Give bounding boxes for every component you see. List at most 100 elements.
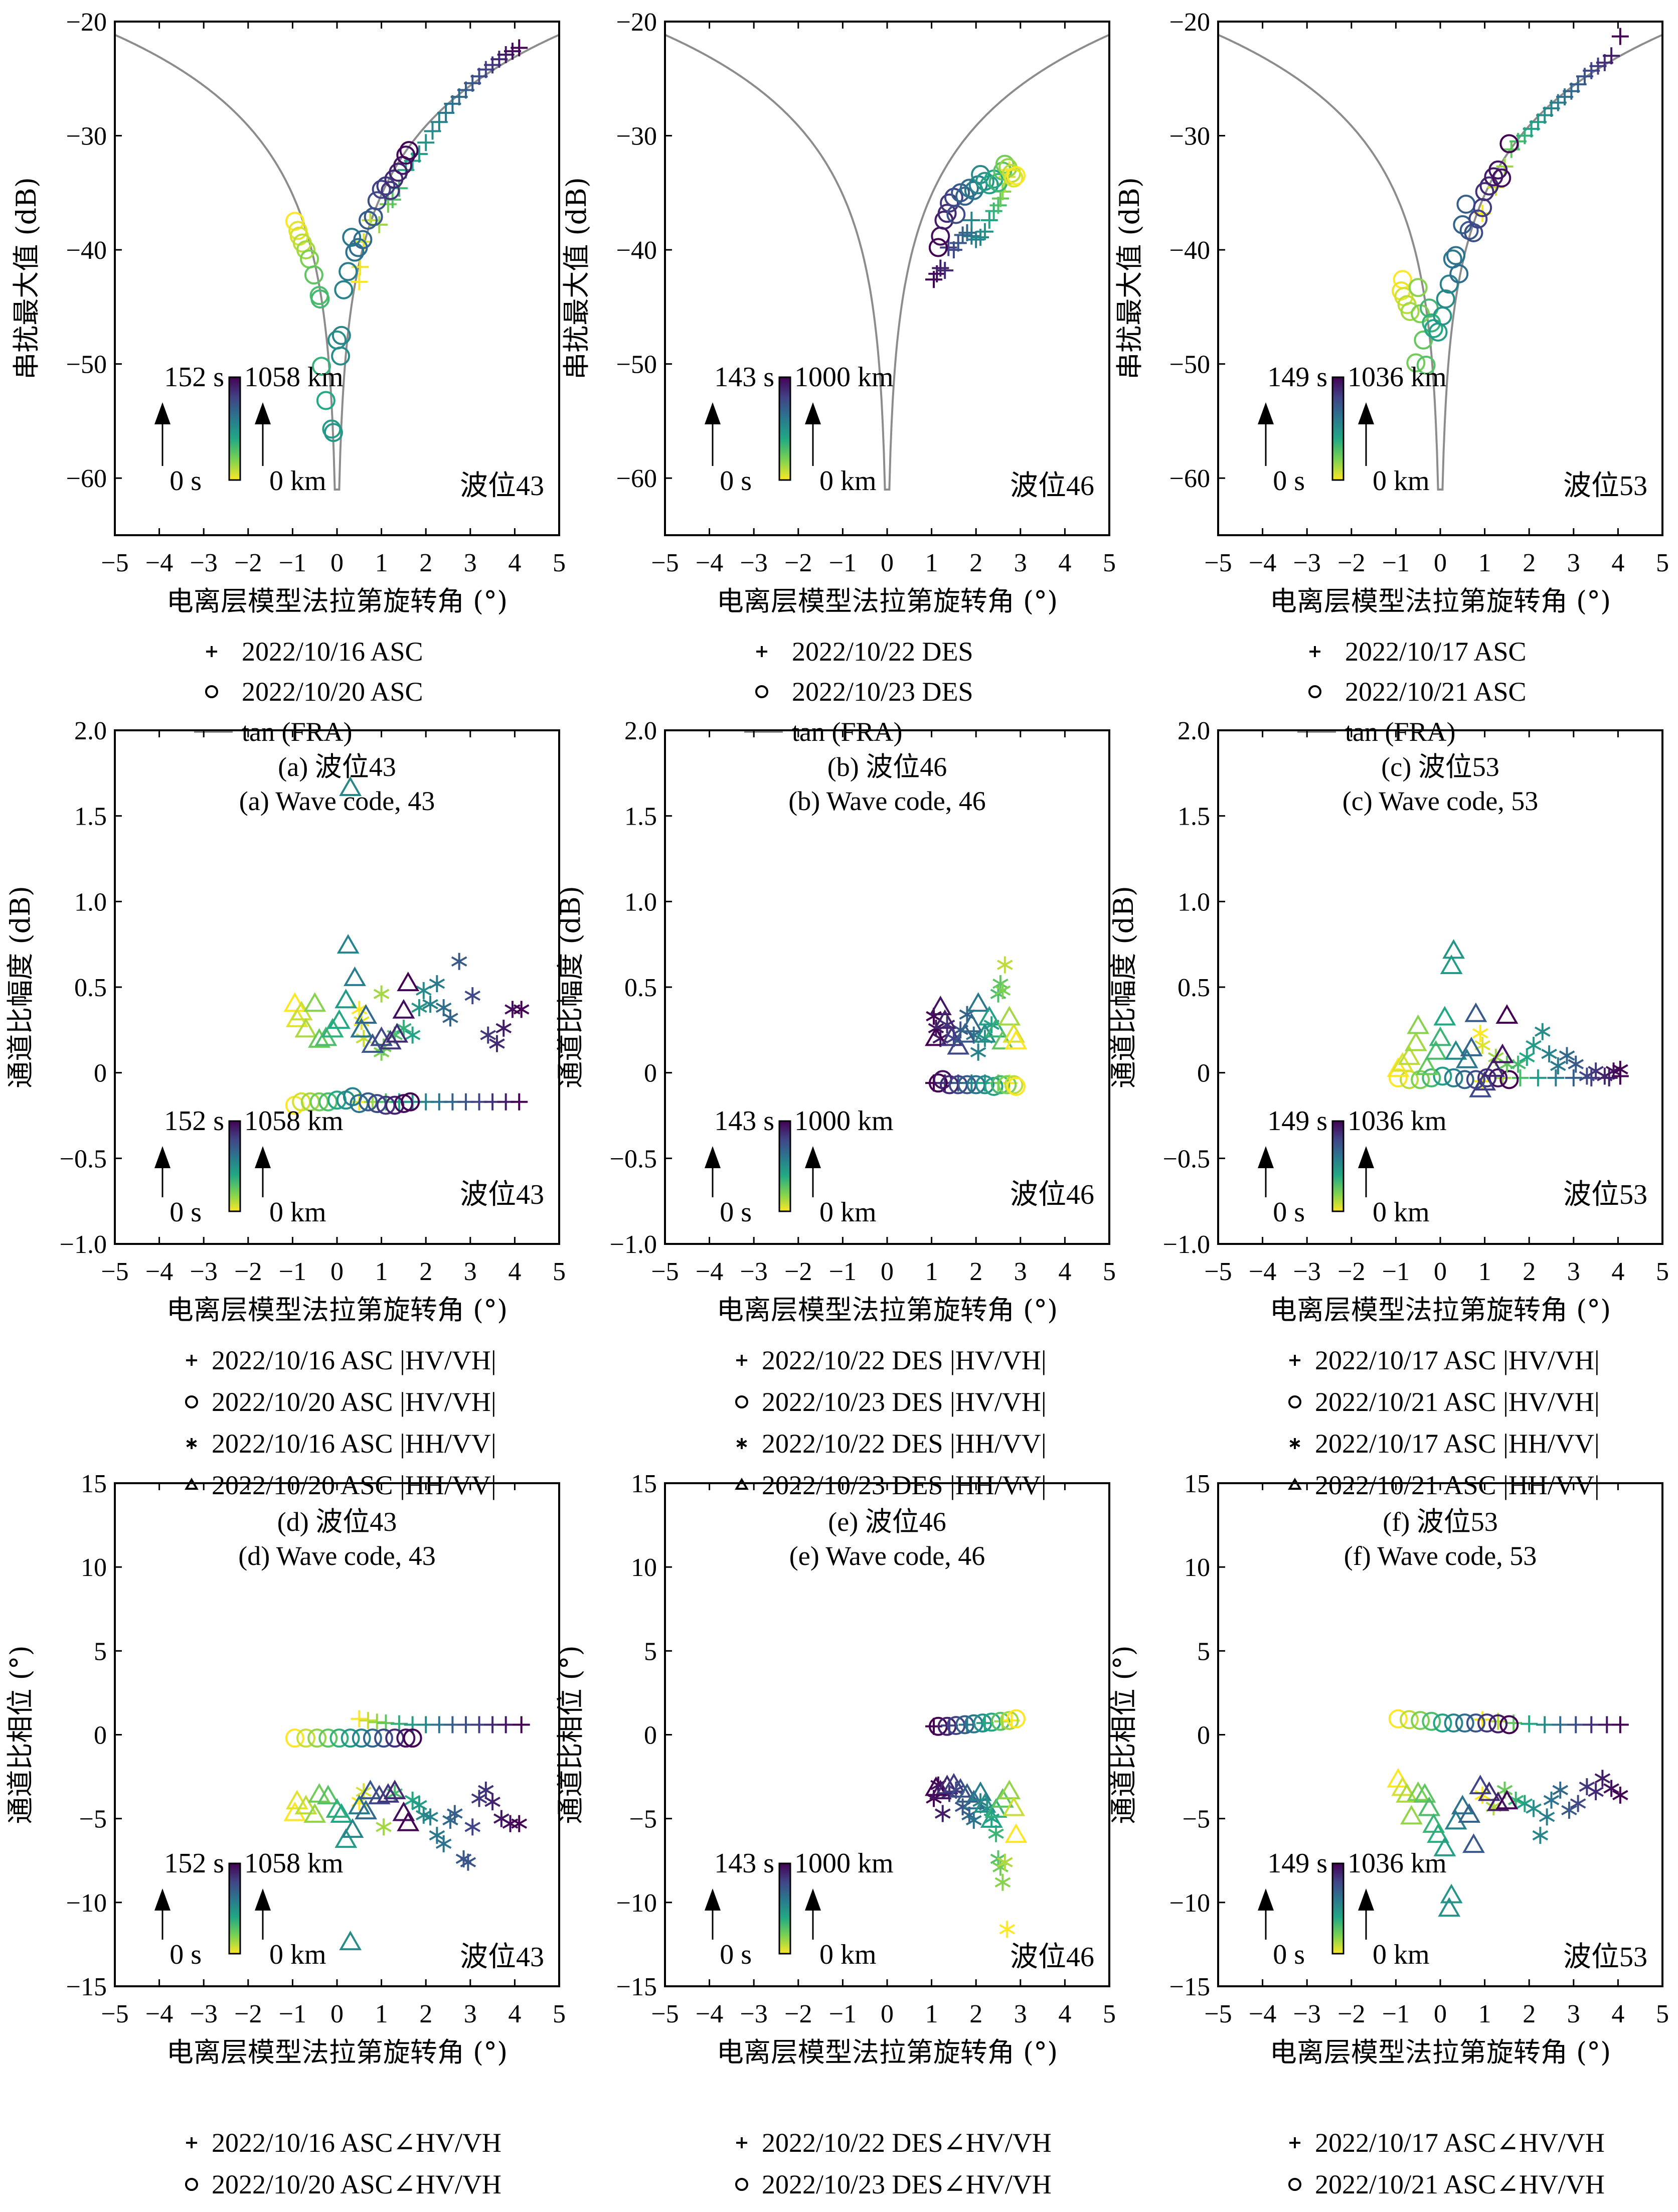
tan-fra-curve — [1218, 34, 1662, 491]
x-tick-label: 2 — [1523, 2000, 1536, 2028]
legend-item: 2022/10/21 ASC∠HV/VH — [1288, 2169, 1605, 2199]
legend-item: 2022/10/23 DES |HH/VV| — [735, 1470, 1047, 1500]
y-tick-label: 0 — [644, 1059, 657, 1088]
data-point — [307, 1728, 327, 1748]
data-point — [1446, 246, 1466, 265]
legend-label: 2022/10/20 ASC — [242, 677, 423, 707]
legend-label: tan (FRA) — [1345, 717, 1455, 747]
x-tick-label: −1 — [279, 1257, 306, 1286]
data-point — [1444, 1068, 1463, 1087]
y-tick-label: 15 — [81, 1470, 107, 1498]
y-tick-label: −15 — [1169, 1973, 1210, 2001]
plot-area — [1387, 1709, 1629, 1917]
x-tick-label: 4 — [1058, 1257, 1071, 1286]
legend-label: 2022/10/21 ASC |HH/VV| — [1315, 1470, 1600, 1500]
series-triangle — [925, 992, 1028, 1055]
data-point — [355, 1004, 378, 1024]
data-point — [1387, 1057, 1410, 1077]
legend-plus-icon — [1289, 2137, 1300, 2148]
colorbar-time-min: 0 s — [1273, 1939, 1305, 1970]
data-point — [497, 1716, 515, 1733]
plot-area — [1218, 28, 1662, 491]
data-point — [1004, 168, 1024, 188]
data-point — [1611, 1716, 1629, 1733]
axes-frame — [114, 1482, 560, 1987]
series-circle — [285, 1728, 422, 1748]
colorbar-time-max: 152 s — [164, 1848, 224, 1879]
y-axis-title: 串扰最大值 (dB) — [561, 177, 592, 380]
data-point — [308, 1783, 331, 1803]
data-point — [429, 975, 445, 993]
plot-area — [283, 776, 530, 1115]
colorbar-dist-max: 1036 km — [1348, 1848, 1447, 1879]
data-point — [1444, 1810, 1467, 1830]
legend-circle-icon — [1308, 685, 1321, 698]
data-point — [1460, 1036, 1483, 1056]
x-tick-label: −2 — [234, 1257, 262, 1286]
y-tick-label: −5 — [79, 1805, 107, 1834]
data-point — [1526, 1800, 1542, 1817]
colorbar — [1331, 1862, 1345, 1955]
data-point — [1472, 1025, 1488, 1042]
data-point — [381, 181, 400, 200]
data-point — [1418, 1796, 1441, 1816]
x-tick-label: 3 — [464, 549, 477, 577]
y-tick-label: 5 — [644, 1637, 657, 1666]
data-point — [1442, 939, 1465, 959]
x-tick-label: −2 — [1337, 2000, 1365, 2028]
y-tick-label: −60 — [1169, 464, 1210, 493]
data-point — [1543, 1791, 1560, 1809]
data-point — [945, 241, 962, 259]
caption-en: (a) Wave code, 43 — [239, 786, 435, 816]
legend-label: 2022/10/23 DES |HV/VH| — [762, 1387, 1047, 1417]
data-point — [484, 1793, 500, 1811]
colorbar — [228, 1862, 241, 1955]
x-tick-label: 0 — [1434, 549, 1447, 577]
time-arrow-icon — [705, 1146, 721, 1168]
data-point — [1561, 1801, 1577, 1819]
x-tick-label: 2 — [419, 2000, 432, 2028]
x-tick-label: 2 — [419, 549, 432, 577]
x-tick-label: −5 — [1204, 2000, 1232, 2028]
data-point — [932, 259, 949, 277]
data-point — [1469, 1775, 1492, 1795]
data-point — [451, 953, 467, 970]
data-point — [940, 193, 959, 213]
data-point — [936, 1775, 959, 1795]
data-point — [493, 1810, 510, 1827]
series-circle — [285, 1087, 420, 1115]
x-tick-label: 4 — [1058, 549, 1071, 577]
x-tick-label: −1 — [829, 549, 857, 577]
data-point — [1399, 1710, 1419, 1729]
y-tick-label: 0 — [644, 1721, 657, 1750]
data-point — [368, 1785, 391, 1805]
data-point — [303, 1803, 326, 1823]
x-tick-label: 3 — [1567, 549, 1580, 577]
colorbar-time-max: 143 s — [714, 1105, 774, 1137]
data-point — [934, 1805, 951, 1822]
data-point — [310, 289, 330, 308]
y-tick-label: 0.5 — [624, 974, 657, 1002]
data-point — [283, 992, 306, 1012]
x-tick-label: −2 — [1337, 1257, 1365, 1286]
data-point — [1466, 1713, 1485, 1733]
data-point — [1491, 1043, 1514, 1063]
caption-cn: (b) 波位46 — [827, 752, 947, 782]
y-tick-label: 2.0 — [74, 717, 107, 745]
data-point — [999, 1711, 1019, 1730]
x-tick-label: 1 — [1478, 2000, 1491, 2028]
x-tick-label: −2 — [784, 1257, 812, 1286]
legend-label: 2022/10/21 ASC∠HV/VH — [1315, 2169, 1605, 2199]
series-triangle — [1387, 939, 1519, 1097]
y-tick-label: 0 — [1197, 1721, 1210, 1750]
data-point — [377, 1783, 400, 1803]
colorbar-time-min: 0 s — [720, 1939, 752, 1970]
colorbar-time-min: 0 s — [170, 465, 202, 497]
data-point — [437, 104, 455, 122]
data-point — [318, 1728, 338, 1748]
x-tick-label: 1 — [1478, 549, 1491, 577]
y-axis-title: 通道比幅度 (dB) — [555, 886, 586, 1088]
data-point — [984, 1798, 1008, 1818]
x-tick-label: −2 — [1337, 549, 1365, 577]
time-arrow-icon — [154, 402, 171, 424]
